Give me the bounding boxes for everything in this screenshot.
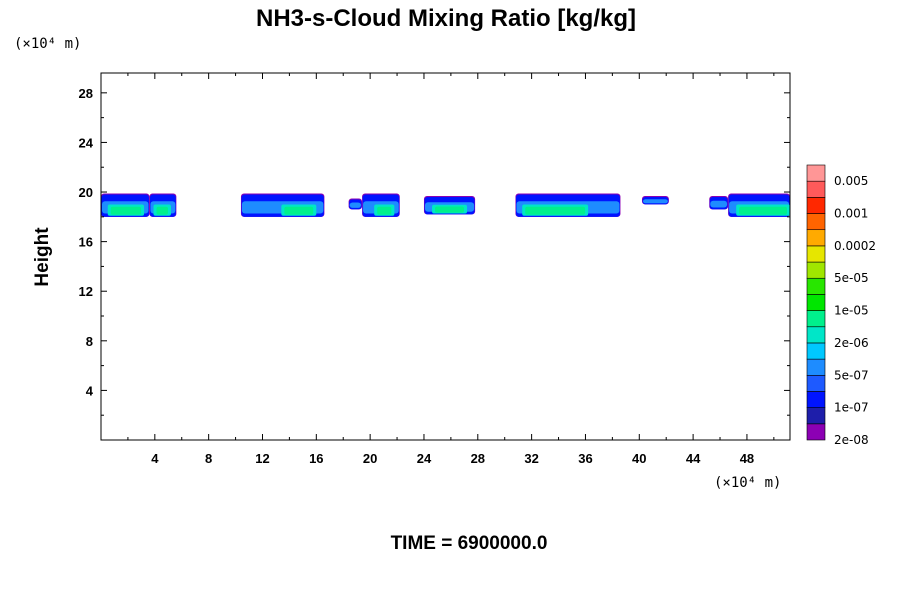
colorbar-swatch: [806, 342, 826, 360]
x-unit-label: (×10⁴ m): [714, 475, 781, 491]
colorbar-swatch: [806, 294, 826, 311]
x-tick-label: 12: [255, 451, 269, 466]
y-tick-label: 28: [79, 86, 93, 101]
colorbar: 0.005 0.001 0.0002 5e-05 1e-05 2e-06 5e-07 1e-0…: [806, 164, 876, 447]
cloud-core: [377, 206, 392, 215]
cloud-core: [110, 206, 142, 215]
colorbar-swatch: [806, 310, 826, 328]
colorbar-label: 2e-08: [834, 433, 869, 447]
colorbar-label: 0.0002: [834, 239, 876, 253]
y-axis-label: Height: [32, 227, 53, 287]
colorbar-swatch: [806, 358, 826, 376]
x-tick-label: 32: [524, 451, 538, 466]
x-tick-label: 40: [632, 451, 646, 466]
x-tick-label: 44: [686, 451, 701, 466]
x-tick-label: 16: [309, 451, 323, 466]
colorbar-swatch: [806, 374, 826, 392]
y-tick-label: 12: [79, 284, 93, 299]
colorbar-swatch: [806, 277, 826, 295]
x-tick-label: 36: [578, 451, 592, 466]
colorbar-swatch: [806, 180, 826, 198]
time-label: TIME = 6900000.0: [391, 533, 548, 554]
y-tick-label: 4: [86, 383, 94, 398]
colorbar-swatch: [806, 326, 826, 344]
y-unit-label: (×10⁴ m): [14, 36, 81, 52]
cloud-band: [642, 199, 668, 204]
colorbar-swatch: [806, 229, 826, 247]
colorbar-swatch: [806, 423, 826, 441]
colorbar-label: 2e-06: [834, 336, 869, 350]
colorbar-swatch: [806, 245, 826, 263]
x-tick-label: 28: [471, 451, 485, 466]
colorbar-swatch: [806, 391, 826, 408]
colorbar-swatch: [806, 164, 826, 182]
colorbar-label: 5e-05: [834, 271, 869, 285]
y-tick-label: 24: [79, 135, 94, 150]
colorbar-label: 0.001: [834, 207, 868, 221]
x-tick-label: 24: [417, 451, 432, 466]
cloud-core: [739, 206, 787, 215]
x-tick-label: 48: [740, 451, 754, 466]
cloud-core: [525, 206, 586, 215]
y-tick-label: 8: [86, 334, 93, 349]
x-tick-label: 20: [363, 451, 377, 466]
colorbar-label: 0.005: [834, 174, 868, 188]
colorbar-swatch: [806, 197, 826, 214]
colorbar-swatch: [806, 407, 826, 425]
chart-title: NH3-s-Cloud Mixing Ratio [kg/kg]: [256, 5, 636, 32]
x-tick-label: 4: [151, 451, 159, 466]
cloud-band: [349, 202, 362, 208]
cloud-core: [156, 206, 168, 215]
y-tick-label: 16: [79, 235, 93, 250]
cloud-band: [710, 200, 728, 208]
colorbar-swatch: [806, 261, 826, 279]
colorbar-label: 5e-07: [834, 368, 869, 382]
plot-frame: [100, 72, 791, 441]
cloud-core: [435, 206, 465, 213]
x-tick-label: 8: [205, 451, 212, 466]
colorbar-swatch: [806, 213, 826, 231]
cloud-core: [284, 206, 314, 215]
colorbar-label: 1e-05: [834, 304, 869, 318]
colorbar-label: 1e-07: [834, 401, 869, 415]
plot-area: [101, 193, 790, 217]
y-tick-label: 20: [79, 185, 93, 200]
